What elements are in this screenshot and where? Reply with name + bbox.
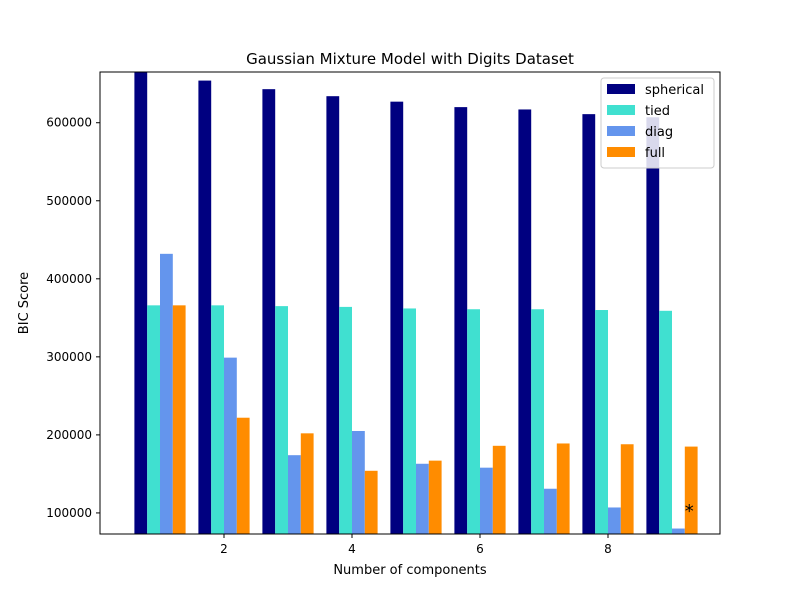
x-tick-label-8: 8 <box>604 542 612 556</box>
bar-full-8 <box>620 444 634 534</box>
bar-diag-5 <box>416 463 429 534</box>
bar-full-5 <box>428 460 442 534</box>
x-axis-label: Number of components <box>333 563 487 578</box>
y-tick-label-400000: 400000 <box>46 272 92 286</box>
legend-label-tied: tied <box>645 104 670 119</box>
bar-full-2 <box>236 417 250 534</box>
bar-tied-9 <box>659 310 672 534</box>
bar-diag-1 <box>160 253 173 534</box>
bar-tied-5 <box>403 308 416 534</box>
bar-full-4 <box>364 470 378 534</box>
legend-swatch-tied <box>607 105 635 115</box>
bar-diag-9 <box>672 528 685 534</box>
bar-tied-8 <box>595 310 608 534</box>
chart-title: Gaussian Mixture Model with Digits Datas… <box>246 50 574 68</box>
legend-label-diag: diag <box>645 125 673 140</box>
legend-swatch-full <box>607 147 635 157</box>
bar-diag-2 <box>224 357 237 534</box>
bar-spherical-6 <box>454 107 468 535</box>
x-axis-ticks: 2 4 6 8 <box>220 534 612 556</box>
legend-label-full: full <box>645 146 665 161</box>
bar-spherical-1 <box>134 72 148 534</box>
bar-tied-2 <box>211 305 224 534</box>
bars-layer <box>134 72 698 535</box>
legend-swatch-diag <box>607 126 635 136</box>
bar-full-1 <box>172 305 186 534</box>
legend: spherical tied diag full <box>600 77 715 169</box>
bar-tied-4 <box>339 306 352 534</box>
bar-diag-4 <box>352 430 365 534</box>
bar-spherical-4 <box>326 96 340 534</box>
y-tick-label-600000: 600000 <box>46 116 92 130</box>
y-axis-ticks: 100000 200000 300000 400000 500000 600000 <box>46 116 100 520</box>
bar-spherical-2 <box>198 80 212 534</box>
bar-diag-7 <box>544 488 557 534</box>
bar-tied-3 <box>275 306 288 534</box>
y-tick-label-200000: 200000 <box>46 428 92 442</box>
legend-label-spherical: spherical <box>645 83 704 98</box>
best-model-star-annotation: * <box>685 501 694 522</box>
bar-full-6 <box>492 445 506 534</box>
x-tick-label-4: 4 <box>348 542 356 556</box>
annotation-layer: * <box>685 501 694 522</box>
y-tick-label-500000: 500000 <box>46 194 92 208</box>
x-tick-label-2: 2 <box>220 542 228 556</box>
bar-tied-1 <box>147 305 160 534</box>
bar-spherical-3 <box>262 89 276 535</box>
bar-full-3 <box>300 433 314 534</box>
y-tick-label-100000: 100000 <box>46 506 92 520</box>
legend-swatch-spherical <box>607 84 635 94</box>
y-tick-label-300000: 300000 <box>46 350 92 364</box>
bar-full-9 <box>684 446 698 534</box>
x-tick-label-6: 6 <box>476 542 484 556</box>
bar-spherical-9 <box>646 117 660 534</box>
bar-diag-8 <box>608 507 621 534</box>
y-axis-label: BIC Score <box>17 272 32 334</box>
bar-tied-6 <box>467 309 480 534</box>
bar-tied-7 <box>531 309 544 534</box>
legend-box <box>600 77 715 169</box>
bar-diag-6 <box>480 467 493 534</box>
bar-spherical-8 <box>582 114 596 534</box>
bar-spherical-7 <box>518 109 532 535</box>
bar-diag-3 <box>288 455 301 534</box>
bar-full-7 <box>556 443 570 534</box>
bar-spherical-5 <box>390 101 404 534</box>
plot-frame <box>99 71 721 535</box>
